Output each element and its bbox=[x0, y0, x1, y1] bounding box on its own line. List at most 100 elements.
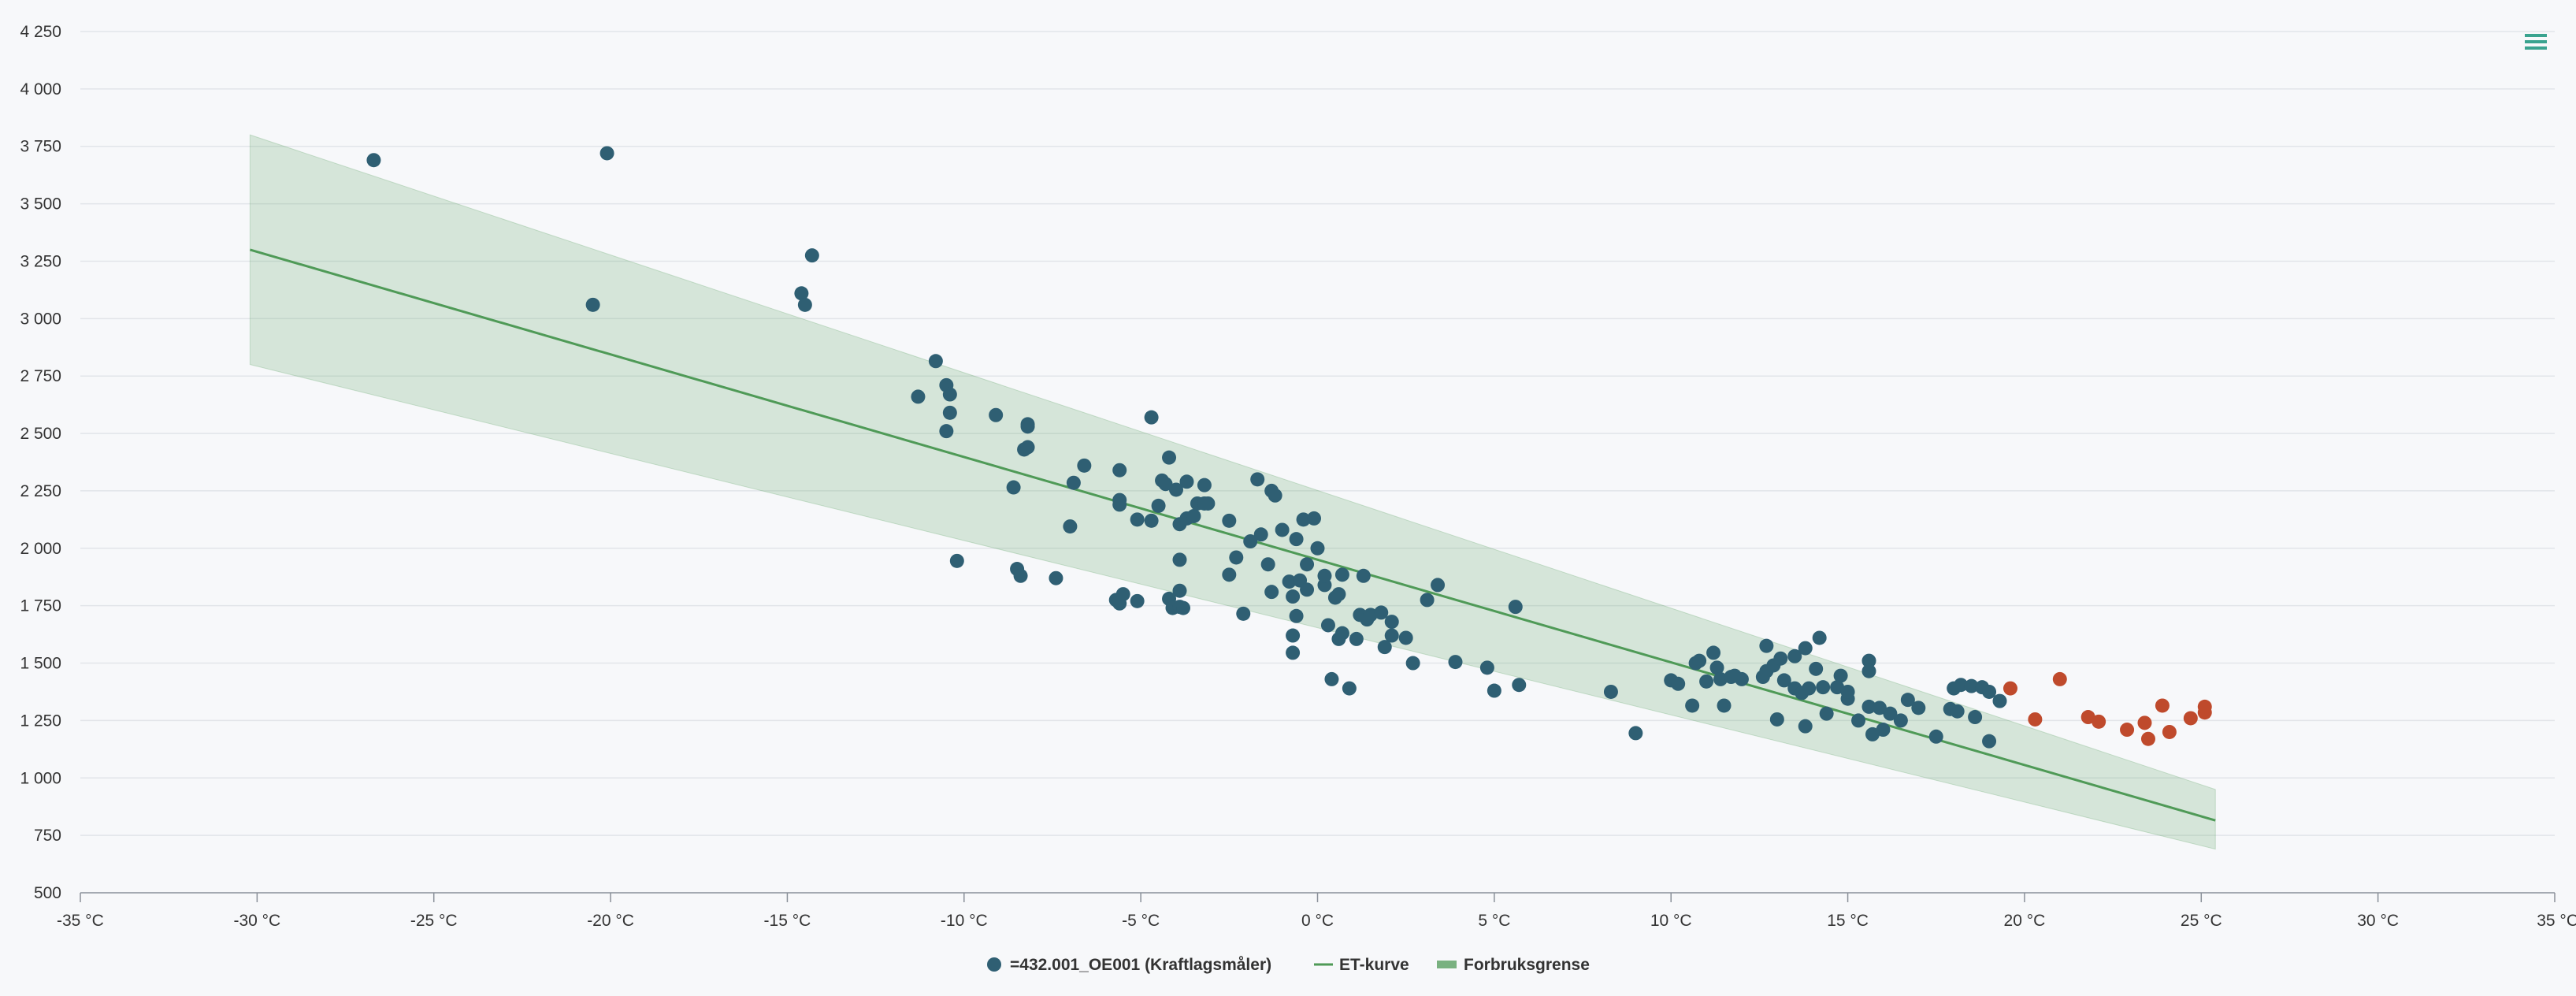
scatter-point[interactable] bbox=[1911, 701, 1926, 715]
scatter-point[interactable] bbox=[1356, 568, 1371, 583]
scatter-point[interactable] bbox=[1954, 678, 1969, 693]
scatter-point[interactable] bbox=[1264, 585, 1279, 600]
scatter-point[interactable] bbox=[1405, 656, 1420, 671]
scatter-point-outlier[interactable] bbox=[2137, 715, 2152, 730]
scatter-point[interactable] bbox=[1628, 726, 1643, 741]
scatter-point[interactable] bbox=[1289, 532, 1304, 547]
scatter-point[interactable] bbox=[1900, 693, 1915, 708]
legend-item-measurements[interactable]: =432.001_OE001 (Kraftlagsmåler) bbox=[987, 956, 1271, 974]
scatter-point[interactable] bbox=[939, 424, 954, 439]
scatter-point[interactable] bbox=[1289, 608, 1304, 623]
scatter-point-outlier[interactable] bbox=[2080, 710, 2095, 725]
scatter-point[interactable] bbox=[1709, 660, 1724, 675]
scatter-point[interactable] bbox=[1222, 513, 1237, 528]
scatter-point[interactable] bbox=[1300, 557, 1315, 572]
scatter-point[interactable] bbox=[1013, 568, 1028, 583]
scatter-point[interactable] bbox=[1300, 582, 1315, 597]
scatter-point[interactable] bbox=[1162, 450, 1177, 465]
scatter-point[interactable] bbox=[1699, 674, 1714, 689]
scatter-point[interactable] bbox=[1334, 626, 1349, 641]
legend-item-forbruksgrense[interactable]: Forbruksgrense bbox=[1437, 956, 1590, 974]
scatter-point[interactable] bbox=[1197, 478, 1212, 492]
scatter-point[interactable] bbox=[1982, 734, 1997, 749]
scatter-point[interactable] bbox=[1169, 482, 1184, 497]
scatter-point[interactable] bbox=[1508, 600, 1523, 615]
scatter-point[interactable] bbox=[911, 389, 926, 404]
scatter-point[interactable] bbox=[1968, 710, 1983, 725]
scatter-point[interactable] bbox=[585, 297, 600, 312]
scatter-point[interactable] bbox=[1787, 649, 1802, 663]
scatter-point[interactable] bbox=[1798, 719, 1813, 734]
scatter-point[interactable] bbox=[1020, 417, 1035, 432]
scatter-point[interactable] bbox=[1282, 574, 1297, 589]
scatter-point[interactable] bbox=[1809, 661, 1824, 676]
scatter-point[interactable] bbox=[1077, 458, 1092, 473]
scatter-point[interactable] bbox=[1331, 587, 1346, 602]
scatter-point[interactable] bbox=[1883, 706, 1898, 721]
scatter-point[interactable] bbox=[1603, 684, 1618, 699]
scatter-point-outlier[interactable] bbox=[2120, 723, 2135, 738]
scatter-point[interactable] bbox=[1151, 498, 1166, 513]
scatter-point[interactable] bbox=[1982, 684, 1997, 699]
scatter-point[interactable] bbox=[1819, 706, 1834, 721]
scatter-point[interactable] bbox=[1448, 655, 1463, 670]
scatter-point[interactable] bbox=[1172, 552, 1187, 567]
scatter-point[interactable] bbox=[1334, 567, 1349, 582]
scatter-point[interactable] bbox=[1964, 678, 1979, 693]
scatter-point-outlier[interactable] bbox=[2140, 731, 2155, 746]
scatter-point-outlier[interactable] bbox=[2052, 671, 2067, 686]
scatter-point[interactable] bbox=[928, 354, 943, 369]
scatter-point[interactable] bbox=[949, 553, 964, 568]
scatter-point[interactable] bbox=[1286, 645, 1301, 660]
scatter-point[interactable] bbox=[1144, 513, 1159, 528]
scatter-point[interactable] bbox=[1861, 699, 1876, 714]
scatter-point[interactable] bbox=[1384, 628, 1399, 643]
scatter-point[interactable] bbox=[1268, 488, 1282, 503]
scatter-point[interactable] bbox=[1671, 676, 1686, 691]
scatter-point[interactable] bbox=[1950, 704, 1965, 719]
scatter-point-outlier[interactable] bbox=[2162, 724, 2177, 739]
scatter-point[interactable] bbox=[1876, 723, 1891, 738]
scatter-point[interactable] bbox=[1243, 534, 1258, 549]
scatter-point[interactable] bbox=[1363, 608, 1378, 622]
scatter-point[interactable] bbox=[989, 407, 1004, 422]
scatter-point[interactable] bbox=[1851, 713, 1866, 728]
scatter-point[interactable] bbox=[1112, 497, 1127, 512]
scatter-point[interactable] bbox=[1172, 583, 1187, 598]
scatter-point[interactable] bbox=[1713, 671, 1728, 686]
scatter-point[interactable] bbox=[1734, 671, 1749, 686]
scatter-point[interactable] bbox=[1384, 615, 1399, 630]
scatter-point[interactable] bbox=[794, 286, 809, 301]
scatter-point[interactable] bbox=[1253, 527, 1268, 542]
scatter-point-outlier[interactable] bbox=[2155, 698, 2170, 713]
scatter-point[interactable] bbox=[1512, 678, 1527, 693]
scatter-point[interactable] bbox=[1006, 480, 1021, 495]
scatter-point[interactable] bbox=[1115, 587, 1130, 602]
legend-item-et-kurve[interactable]: ET-kurve bbox=[1314, 956, 1409, 974]
scatter-point[interactable] bbox=[1063, 519, 1078, 534]
scatter-point-outlier[interactable] bbox=[2003, 681, 2017, 696]
scatter-point[interactable] bbox=[1816, 680, 1831, 695]
scatter-point[interactable] bbox=[1398, 630, 1413, 645]
scatter-point[interactable] bbox=[1872, 701, 1887, 715]
scatter-point[interactable] bbox=[1310, 541, 1325, 556]
scatter-point[interactable] bbox=[1802, 681, 1817, 696]
scatter-point[interactable] bbox=[1893, 713, 1908, 728]
scatter-point[interactable] bbox=[1286, 589, 1301, 604]
scatter-point[interactable] bbox=[1307, 511, 1322, 526]
scatter-point[interactable] bbox=[1179, 474, 1194, 489]
scatter-point[interactable] bbox=[1706, 645, 1721, 660]
scatter-point[interactable] bbox=[1324, 671, 1339, 686]
scatter-point[interactable] bbox=[1049, 570, 1063, 585]
scatter-point[interactable] bbox=[1066, 475, 1081, 490]
scatter-point[interactable] bbox=[1349, 631, 1364, 646]
scatter-point-outlier[interactable] bbox=[2197, 699, 2212, 714]
scatter-point[interactable] bbox=[1158, 477, 1173, 492]
scatter-point[interactable] bbox=[942, 387, 957, 402]
scatter-point[interactable] bbox=[1840, 684, 1855, 699]
scatter-point[interactable] bbox=[797, 297, 812, 312]
scatter-point[interactable] bbox=[599, 146, 614, 161]
scatter-point[interactable] bbox=[1861, 663, 1876, 678]
scatter-point[interactable] bbox=[1861, 653, 1876, 668]
scatter-point[interactable] bbox=[366, 153, 381, 168]
